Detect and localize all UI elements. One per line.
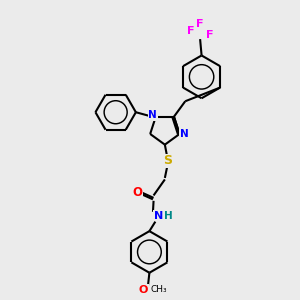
Text: O: O — [132, 186, 142, 199]
Text: N: N — [180, 129, 188, 139]
Text: S: S — [163, 154, 172, 167]
Text: N: N — [154, 211, 163, 221]
Text: H: H — [164, 211, 173, 221]
Text: N: N — [148, 110, 157, 120]
Text: F: F — [188, 26, 195, 36]
Text: F: F — [206, 30, 213, 40]
Text: O: O — [139, 285, 148, 295]
Text: F: F — [196, 19, 204, 29]
Text: CH₃: CH₃ — [150, 285, 166, 294]
